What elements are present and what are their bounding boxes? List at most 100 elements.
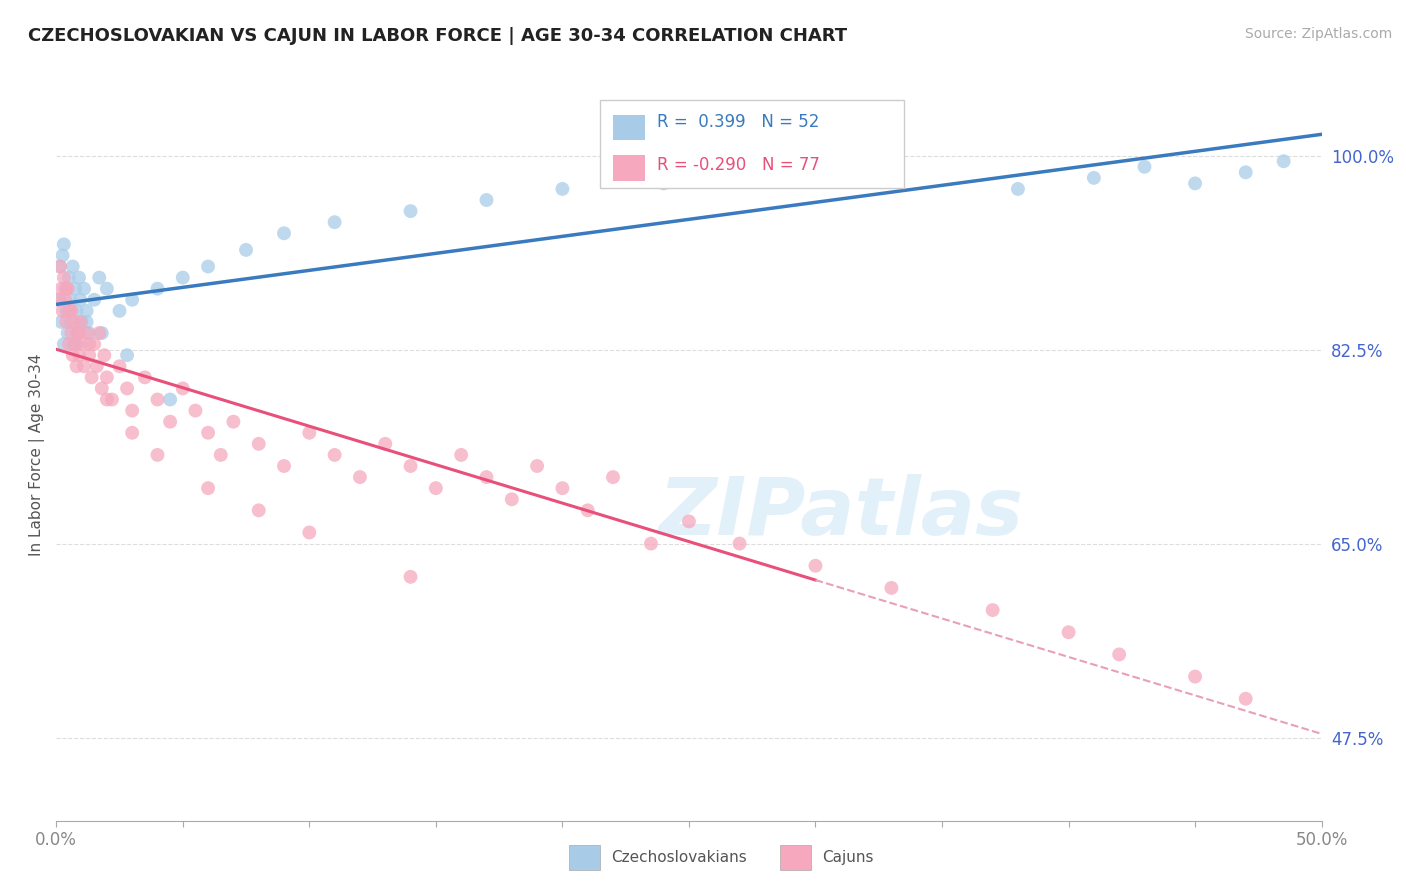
Point [349,470,371,484]
Point [93,348,115,362]
Point [52,303,75,318]
Point [65,337,87,351]
Point [89,326,111,340]
Point [67,270,90,285]
Point [65,359,87,374]
Point [89,270,111,285]
Point [49,260,72,274]
Point [65,337,87,351]
Point [58,303,80,318]
Point [399,458,422,473]
Point [55,282,77,296]
Point [754,170,776,185]
Point [184,403,207,417]
Point [51,315,73,329]
FancyBboxPatch shape [600,100,904,188]
Point [60,326,83,340]
Point [652,177,675,191]
Point [172,270,194,285]
Point [222,415,245,429]
Point [1234,165,1257,179]
Point [90,326,112,340]
Point [1272,154,1295,169]
Point [1184,669,1206,683]
Point [450,448,472,462]
Text: ZIPatlas: ZIPatlas [658,475,1024,552]
Point [80,370,103,384]
Point [323,448,346,462]
Point [1057,625,1080,640]
Point [526,458,548,473]
Point [60,303,83,318]
Point [56,326,79,340]
Point [48,293,70,307]
Point [197,260,219,274]
Point [399,570,422,584]
Point [298,425,321,440]
Point [62,260,84,274]
Point [323,215,346,229]
FancyBboxPatch shape [613,155,645,180]
Text: Cajuns: Cajuns [823,850,875,864]
Point [66,326,89,340]
Point [52,270,75,285]
Point [501,492,523,507]
Point [1234,691,1257,706]
Point [60,315,83,329]
Point [52,337,75,351]
Point [69,293,91,307]
Text: R =  0.399   N = 52: R = 0.399 N = 52 [658,113,820,131]
Point [96,282,118,296]
Point [52,237,75,252]
Point [49,260,72,274]
Point [804,558,827,573]
Point [83,293,105,307]
Point [83,337,105,351]
Point [475,470,498,484]
Point [69,315,91,329]
Point [108,359,131,374]
Text: Source: ZipAtlas.com: Source: ZipAtlas.com [1244,27,1392,41]
Point [115,348,138,362]
Point [53,282,76,296]
Point [58,337,80,351]
Point [77,326,100,340]
Point [52,248,75,262]
Point [77,337,100,351]
Point [58,270,80,285]
Point [880,581,903,595]
Point [121,293,143,307]
Point [551,481,574,495]
Point [678,515,700,529]
Point [76,303,98,318]
Point [101,392,124,407]
Point [76,315,98,329]
Point [425,481,447,495]
Point [55,303,77,318]
Point [56,282,79,296]
Y-axis label: In Labor Force | Age 30-34: In Labor Force | Age 30-34 [30,353,45,557]
Point [475,193,498,207]
Point [1083,170,1105,185]
Point [209,448,232,462]
Point [728,536,751,550]
Point [67,348,90,362]
Point [146,282,169,296]
Point [1007,182,1029,196]
Point [77,348,100,362]
Point [70,315,93,329]
Text: R = -0.290   N = 77: R = -0.290 N = 77 [658,155,820,174]
Point [51,282,73,296]
Point [247,503,270,517]
FancyBboxPatch shape [613,115,645,140]
Text: Czechoslovakians: Czechoslovakians [612,850,748,864]
Point [65,282,87,296]
Point [96,392,118,407]
Point [76,326,98,340]
Point [67,326,90,340]
Point [235,243,257,257]
Point [602,470,624,484]
Point [108,303,131,318]
Point [159,415,181,429]
Point [73,282,96,296]
